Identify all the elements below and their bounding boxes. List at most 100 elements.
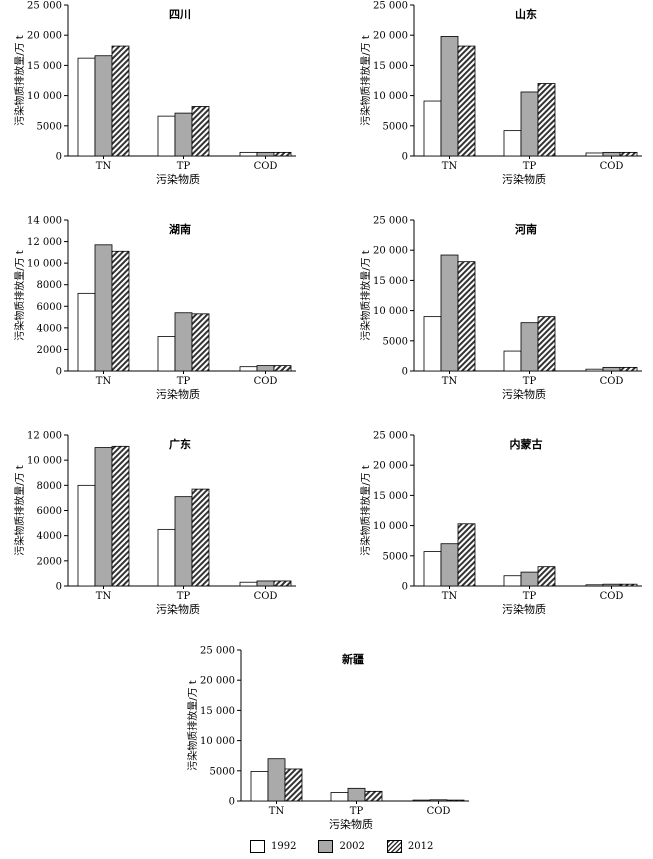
y-tick-label: 25 000 [373,216,408,227]
bar [250,771,269,802]
y-tick-label: 10 000 [373,306,408,317]
legend-swatch-white [250,839,265,853]
y-tick-label: 2000 [37,556,62,567]
x-axis-label: 污染物质 [156,602,200,616]
x-tick-label: TP [177,591,191,602]
y-tick-label: 25 000 [373,431,408,442]
y-tick-label: 0 [56,367,62,378]
chart-panel: 0 5000 10 000 15 000 20 000 25 000 TN TP COD 四川污染… [13,1,296,186]
y-tick-label: 20 000 [373,461,408,472]
bar [602,366,621,372]
bar [77,484,96,587]
y-tick-label: 20 000 [27,31,62,42]
bar [537,566,556,587]
x-tick-label: TN [96,376,112,387]
y-tick-label: 6000 [37,506,62,517]
y-tick-label: 25 000 [373,1,408,12]
y-tick-label: 5000 [383,121,408,132]
bar [174,112,193,157]
chart-title: 山东 [515,7,537,21]
bar [157,115,176,157]
y-axis-label: 污染物质排放量/万 t [13,250,26,341]
bar [520,571,539,587]
chart-panel: 0 2000 4000 6000 8000 10 000 12 000 14 000 TN TP C… [13,216,296,401]
chart-panel: 0 5000 10 000 15 000 20 000 25 000 TN TP COD 河南污染… [359,216,642,401]
bar [77,292,96,372]
x-tick-label: COD [600,161,624,172]
bar [347,787,366,802]
bar [619,583,638,587]
x-tick-label: TN [442,591,458,602]
legend: 1992 2002 2012 [250,838,455,854]
x-axis-label: 污染物质 [502,387,546,401]
bar [423,100,442,157]
chart-title: 新疆 [342,652,364,666]
bar [602,583,621,587]
bar [267,758,286,802]
y-tick-label: 6000 [37,302,62,313]
bar [256,580,275,587]
y-tick-label: 0 [402,367,408,378]
y-tick-label: 25 000 [200,646,235,657]
y-tick-label: 2000 [37,345,62,356]
bar [503,575,522,587]
bar [520,91,539,157]
bar [239,581,258,587]
bar [520,322,539,372]
y-tick-label: 5000 [383,551,408,562]
y-tick-label: 14 000 [27,216,62,227]
y-axis-label: 污染物质排放量/万 t [13,465,26,556]
bar [503,130,522,157]
bar [94,55,113,157]
y-tick-label: 12 000 [27,431,62,442]
x-axis-label: 污染物质 [502,172,546,186]
bar [191,106,210,157]
y-axis-label: 污染物质排放量/万 t [13,35,26,126]
y-axis-label: 污染物质排放量/万 t [359,250,372,341]
y-tick-label: 10 000 [373,91,408,102]
y-tick-label: 5000 [37,121,62,132]
legend-item-1992: 1992 [250,839,296,853]
bar [423,551,442,587]
bar [239,151,258,157]
bar [364,790,383,802]
bar [585,368,604,372]
bar [157,336,176,372]
chart-title: 四川 [169,8,191,21]
bar [446,799,465,802]
x-tick-label: TP [350,806,364,817]
bar [157,528,176,587]
bar [440,36,459,157]
y-tick-label: 0 [402,152,408,163]
bar [273,580,292,587]
bar [94,244,113,372]
bar [330,792,349,802]
y-tick-label: 20 000 [373,246,408,257]
bar [191,488,210,587]
y-tick-label: 10 000 [373,521,408,532]
bar [457,261,476,372]
bar [256,365,275,372]
bar [537,316,556,372]
bar [503,350,522,372]
y-tick-label: 10 000 [200,736,235,747]
y-tick-label: 10 000 [27,259,62,270]
bar [585,584,604,587]
chart-panel: 0 5000 10 000 15 000 20 000 25 000 TN TP COD 山东污染… [359,1,642,186]
x-tick-label: COD [600,376,624,387]
y-tick-label: 5000 [383,336,408,347]
bar [239,366,258,372]
bar [619,366,638,372]
legend-swatch-gray [318,839,334,853]
y-tick-label: 10 000 [27,456,62,467]
x-tick-label: COD [254,591,278,602]
bar [457,523,476,587]
y-tick-label: 5000 [210,766,235,777]
chart-panel: 0 2000 4000 6000 8000 10 000 12 000 TN TP COD 广东污染… [13,431,296,616]
y-tick-label: 4000 [37,323,62,334]
bar [111,445,130,587]
bar [77,57,96,157]
y-tick-label: 15 000 [373,276,408,287]
y-tick-label: 0 [402,582,408,593]
